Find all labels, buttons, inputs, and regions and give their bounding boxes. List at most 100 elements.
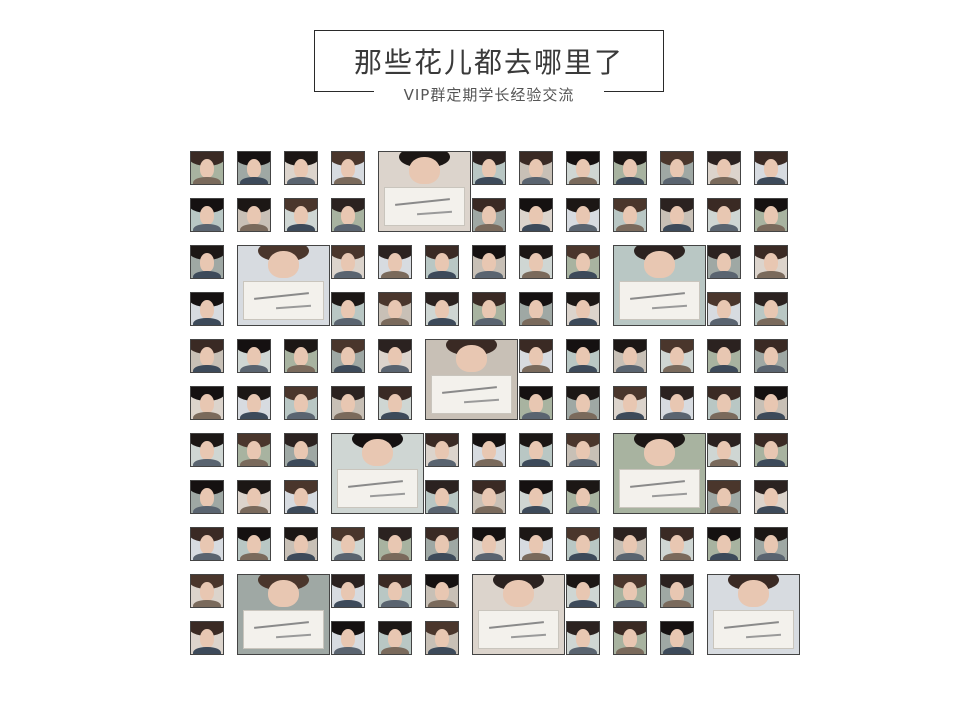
portrait-photo-icon — [622, 394, 638, 413]
portrait-photo-icon — [575, 488, 591, 507]
portrait-photo-icon — [568, 317, 598, 325]
portrait-photo-tile — [754, 480, 788, 514]
portrait-photo-icon — [568, 599, 598, 607]
portrait-photo-tile — [519, 339, 553, 373]
portrait-photo-tile — [660, 198, 694, 232]
portrait-photo-tile — [190, 480, 224, 514]
portrait-photo-icon — [340, 629, 356, 648]
portrait-photo-icon — [575, 300, 591, 319]
portrait-photo-tile — [754, 292, 788, 326]
portrait-photo-tile — [284, 527, 318, 561]
portrait-photo-icon — [474, 505, 504, 513]
portrait-photo-icon — [340, 394, 356, 413]
portrait-photo-tile — [660, 151, 694, 185]
portrait-photo-icon — [246, 394, 262, 413]
portrait-photo-icon — [192, 411, 222, 419]
sign-photo-tile — [707, 574, 800, 655]
portrait-photo-icon — [622, 347, 638, 366]
portrait-photo-icon — [286, 505, 316, 513]
portrait-photo-tile — [378, 386, 412, 420]
portrait-photo-tile — [566, 433, 600, 467]
portrait-photo-tile — [660, 574, 694, 608]
portrait-photo-tile — [613, 527, 647, 561]
handwritten-sign — [619, 468, 700, 509]
portrait-photo-icon — [199, 488, 215, 507]
portrait-photo-icon — [293, 206, 309, 225]
portrait-photo-icon — [456, 344, 487, 372]
portrait-photo-tile — [237, 527, 271, 561]
handwritten-sign — [384, 186, 465, 227]
portrait-photo-icon — [387, 347, 403, 366]
portrait-photo-icon — [575, 253, 591, 272]
portrait-photo-tile — [660, 527, 694, 561]
portrait-photo-icon — [568, 364, 598, 372]
portrait-photo-tile — [707, 480, 741, 514]
portrait-photo-icon — [763, 488, 779, 507]
portrait-photo-tile — [660, 339, 694, 373]
portrait-photo-icon — [192, 646, 222, 654]
portrait-photo-icon — [756, 458, 786, 466]
portrait-photo-tile — [284, 386, 318, 420]
portrait-photo-tile — [190, 527, 224, 561]
portrait-photo-icon — [568, 223, 598, 231]
portrait-photo-tile — [566, 339, 600, 373]
portrait-photo-tile — [707, 433, 741, 467]
portrait-photo-icon — [246, 488, 262, 507]
portrait-photo-icon — [575, 159, 591, 178]
portrait-photo-tile — [613, 151, 647, 185]
portrait-photo-tile — [707, 339, 741, 373]
portrait-photo-icon — [239, 411, 269, 419]
portrait-photo-icon — [662, 599, 692, 607]
portrait-photo-icon — [427, 552, 457, 560]
portrait-photo-tile — [566, 245, 600, 279]
handwritten-sign — [619, 280, 700, 321]
portrait-photo-icon — [199, 347, 215, 366]
portrait-photo-icon — [709, 552, 739, 560]
portrait-photo-icon — [763, 394, 779, 413]
portrait-photo-icon — [756, 411, 786, 419]
portrait-photo-icon — [192, 317, 222, 325]
portrait-photo-icon — [662, 411, 692, 419]
portrait-photo-icon — [716, 300, 732, 319]
sign-photo-tile — [613, 245, 706, 326]
portrait-photo-tile — [190, 245, 224, 279]
portrait-photo-tile — [660, 386, 694, 420]
portrait-photo-icon — [239, 505, 269, 513]
portrait-photo-icon — [709, 364, 739, 372]
portrait-photo-icon — [380, 270, 410, 278]
portrait-photo-icon — [575, 347, 591, 366]
portrait-photo-tile — [566, 151, 600, 185]
portrait-photo-tile — [519, 480, 553, 514]
handwritten-sign — [243, 280, 324, 321]
portrait-photo-icon — [380, 317, 410, 325]
portrait-photo-icon — [716, 206, 732, 225]
portrait-photo-icon — [192, 176, 222, 184]
portrait-photo-icon — [528, 394, 544, 413]
portrait-photo-icon — [709, 317, 739, 325]
portrait-photo-tile — [378, 339, 412, 373]
portrait-photo-icon — [192, 505, 222, 513]
portrait-photo-icon — [669, 582, 685, 601]
portrait-photo-icon — [239, 552, 269, 560]
portrait-photo-icon — [434, 535, 450, 554]
portrait-photo-icon — [192, 223, 222, 231]
portrait-photo-icon — [644, 250, 675, 278]
portrait-photo-icon — [286, 458, 316, 466]
portrait-photo-icon — [286, 176, 316, 184]
portrait-photo-icon — [615, 176, 645, 184]
portrait-photo-icon — [239, 223, 269, 231]
portrait-photo-tile — [472, 198, 506, 232]
portrait-photo-icon — [568, 552, 598, 560]
portrait-photo-icon — [568, 505, 598, 513]
portrait-photo-icon — [293, 488, 309, 507]
portrait-photo-icon — [362, 438, 393, 466]
portrait-photo-tile — [284, 151, 318, 185]
portrait-photo-tile — [331, 527, 365, 561]
portrait-photo-icon — [481, 441, 497, 460]
portrait-photo-icon — [763, 441, 779, 460]
portrait-photo-icon — [568, 176, 598, 184]
portrait-photo-icon — [474, 223, 504, 231]
portrait-photo-icon — [246, 535, 262, 554]
portrait-photo-icon — [503, 579, 534, 607]
portrait-photo-icon — [521, 270, 551, 278]
